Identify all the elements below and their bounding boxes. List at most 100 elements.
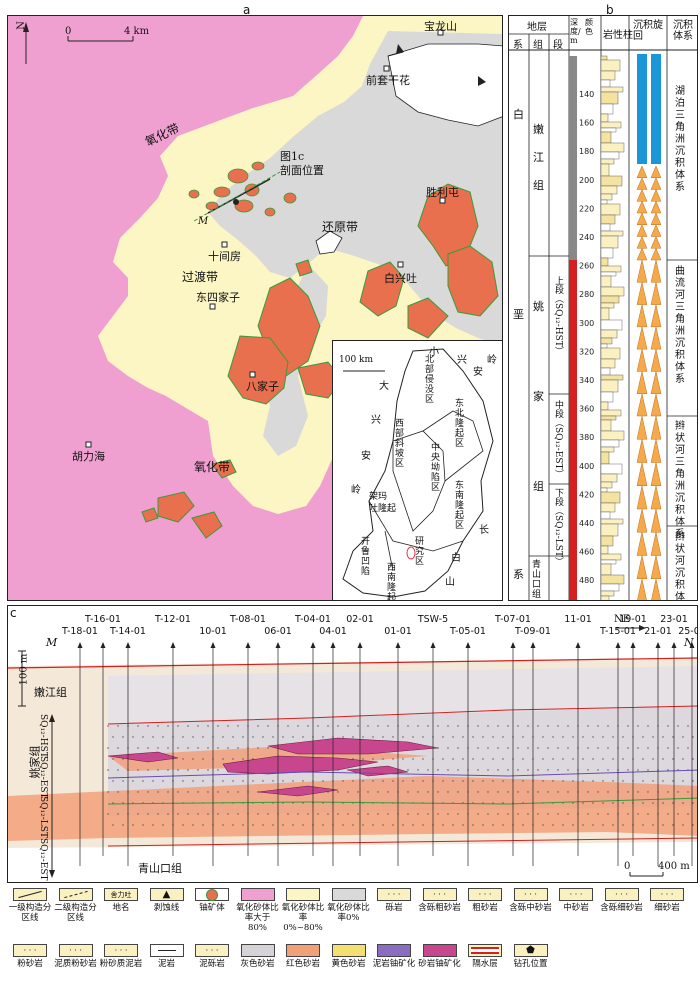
sand-dot (417, 813, 419, 815)
cycle-triangle (650, 188, 662, 202)
sand-dot (252, 780, 254, 782)
sand-dot (492, 758, 494, 760)
sec-unit-lst: SQ₁₂-LSTSQ₁₂-EST (38, 796, 48, 881)
sand-dot (402, 758, 404, 760)
sand-dot (267, 747, 269, 749)
lith-bed (600, 545, 609, 555)
legend-swatch: ▲ (149, 888, 184, 901)
sand-dot (167, 791, 169, 793)
cycle-triangle (636, 393, 648, 417)
sand-dot (497, 769, 499, 771)
well-label: 21-01 (644, 626, 672, 637)
sand-dot (482, 758, 484, 760)
sand-dot (452, 758, 454, 760)
sand-dot (582, 758, 584, 760)
legend-swatch: · · · (513, 888, 548, 901)
col-header-color: 颜色 (585, 18, 593, 36)
sand-dot (387, 791, 389, 793)
sand-dot (402, 780, 404, 782)
sec-unit-nenjiang: 嫩江组 (34, 686, 67, 699)
sand-dot (202, 758, 204, 760)
sand-dot (132, 824, 134, 826)
depth-tick-label: 300 (579, 319, 594, 328)
sand-dot (162, 824, 164, 826)
sand-dot (487, 747, 489, 749)
lith-bed (600, 446, 615, 453)
well-label: 01-01 (384, 626, 412, 637)
place-shengli: 胜利屯 (426, 186, 459, 199)
sand-dot (567, 725, 569, 727)
sand-dot (402, 824, 404, 826)
sand-dot (242, 780, 244, 782)
sand-dot (352, 780, 354, 782)
sand-dot (517, 725, 519, 727)
sand-dot (157, 769, 159, 771)
legend-label: 隔水层 (472, 959, 498, 969)
sand-dot (392, 780, 394, 782)
sand-dot (202, 824, 204, 826)
sand-dot (627, 791, 629, 793)
well-arrow (655, 642, 661, 648)
well-arrow (275, 642, 281, 648)
legend-label: 砾岩 (385, 903, 403, 913)
sand-dot (492, 824, 494, 826)
well-arrow (630, 642, 636, 648)
legend-swatch (468, 944, 502, 957)
sand-dot (672, 758, 674, 760)
sand-dot (517, 813, 519, 815)
sand-dot (552, 824, 554, 826)
col-qsk-4: 组 (532, 590, 542, 600)
sand-dot (507, 769, 509, 771)
sand-dot (547, 725, 549, 727)
inset-range-6: 兴 (457, 355, 467, 366)
lith-bed (600, 451, 610, 465)
sand-dot (652, 802, 654, 804)
sand-dot (122, 824, 124, 826)
lith-bed (600, 113, 609, 123)
legend-label: 粗砂岩 (472, 903, 498, 913)
sand-dot (252, 736, 254, 738)
legend-label: 二级构造分区线 (54, 903, 97, 923)
well-arrow (310, 642, 316, 648)
column-panel: 140 160 180 200 220 240 260 280 300 320 340 360 380 4… (508, 15, 698, 601)
lith-bed (600, 329, 618, 339)
well-arrow (210, 642, 216, 648)
section-ref-2: 剖面位置 (280, 164, 324, 177)
col-header-facies: 沉积体系 (673, 20, 693, 42)
col-nj-3: 组 (533, 179, 544, 192)
sand-dot (177, 725, 179, 727)
sand-dot (497, 813, 499, 815)
sand-dot (157, 813, 159, 815)
well-arrow (465, 642, 471, 648)
sand-dot (157, 791, 159, 793)
sand-dot (692, 824, 694, 826)
lith-bed (600, 553, 622, 561)
inset-region-north: 北部侵没区 (425, 355, 435, 405)
sand-dot (352, 736, 354, 738)
sand-dot (147, 813, 149, 815)
inset-scale: 100 km (339, 355, 374, 365)
lith-bed (600, 487, 608, 493)
sand-dot (192, 736, 194, 738)
sand-dot (537, 769, 539, 771)
sand-dot (337, 725, 339, 727)
sand-dot (472, 780, 474, 782)
sand-dot (152, 824, 154, 826)
col-facies-1: 湖泊三角洲沉积体系 (675, 86, 685, 193)
sand-dot (667, 813, 669, 815)
sand-dot (177, 791, 179, 793)
cycle-triangle (636, 212, 648, 225)
sand-dot (242, 758, 244, 760)
depth-tick-label: 400 (579, 462, 594, 471)
sand-dot (602, 802, 604, 804)
depth-tick-label: 280 (579, 290, 594, 299)
legend-swatch: · · · (422, 888, 457, 901)
col-header-group: 组 (533, 40, 543, 51)
sand-dot (207, 725, 209, 727)
sand-dot (222, 736, 224, 738)
well-label: 11-01 (564, 614, 592, 625)
cycle-triangle (636, 165, 648, 178)
legend-label: 细砂岩 (654, 903, 680, 913)
sand-dot (602, 824, 604, 826)
sand-dot (507, 747, 509, 749)
